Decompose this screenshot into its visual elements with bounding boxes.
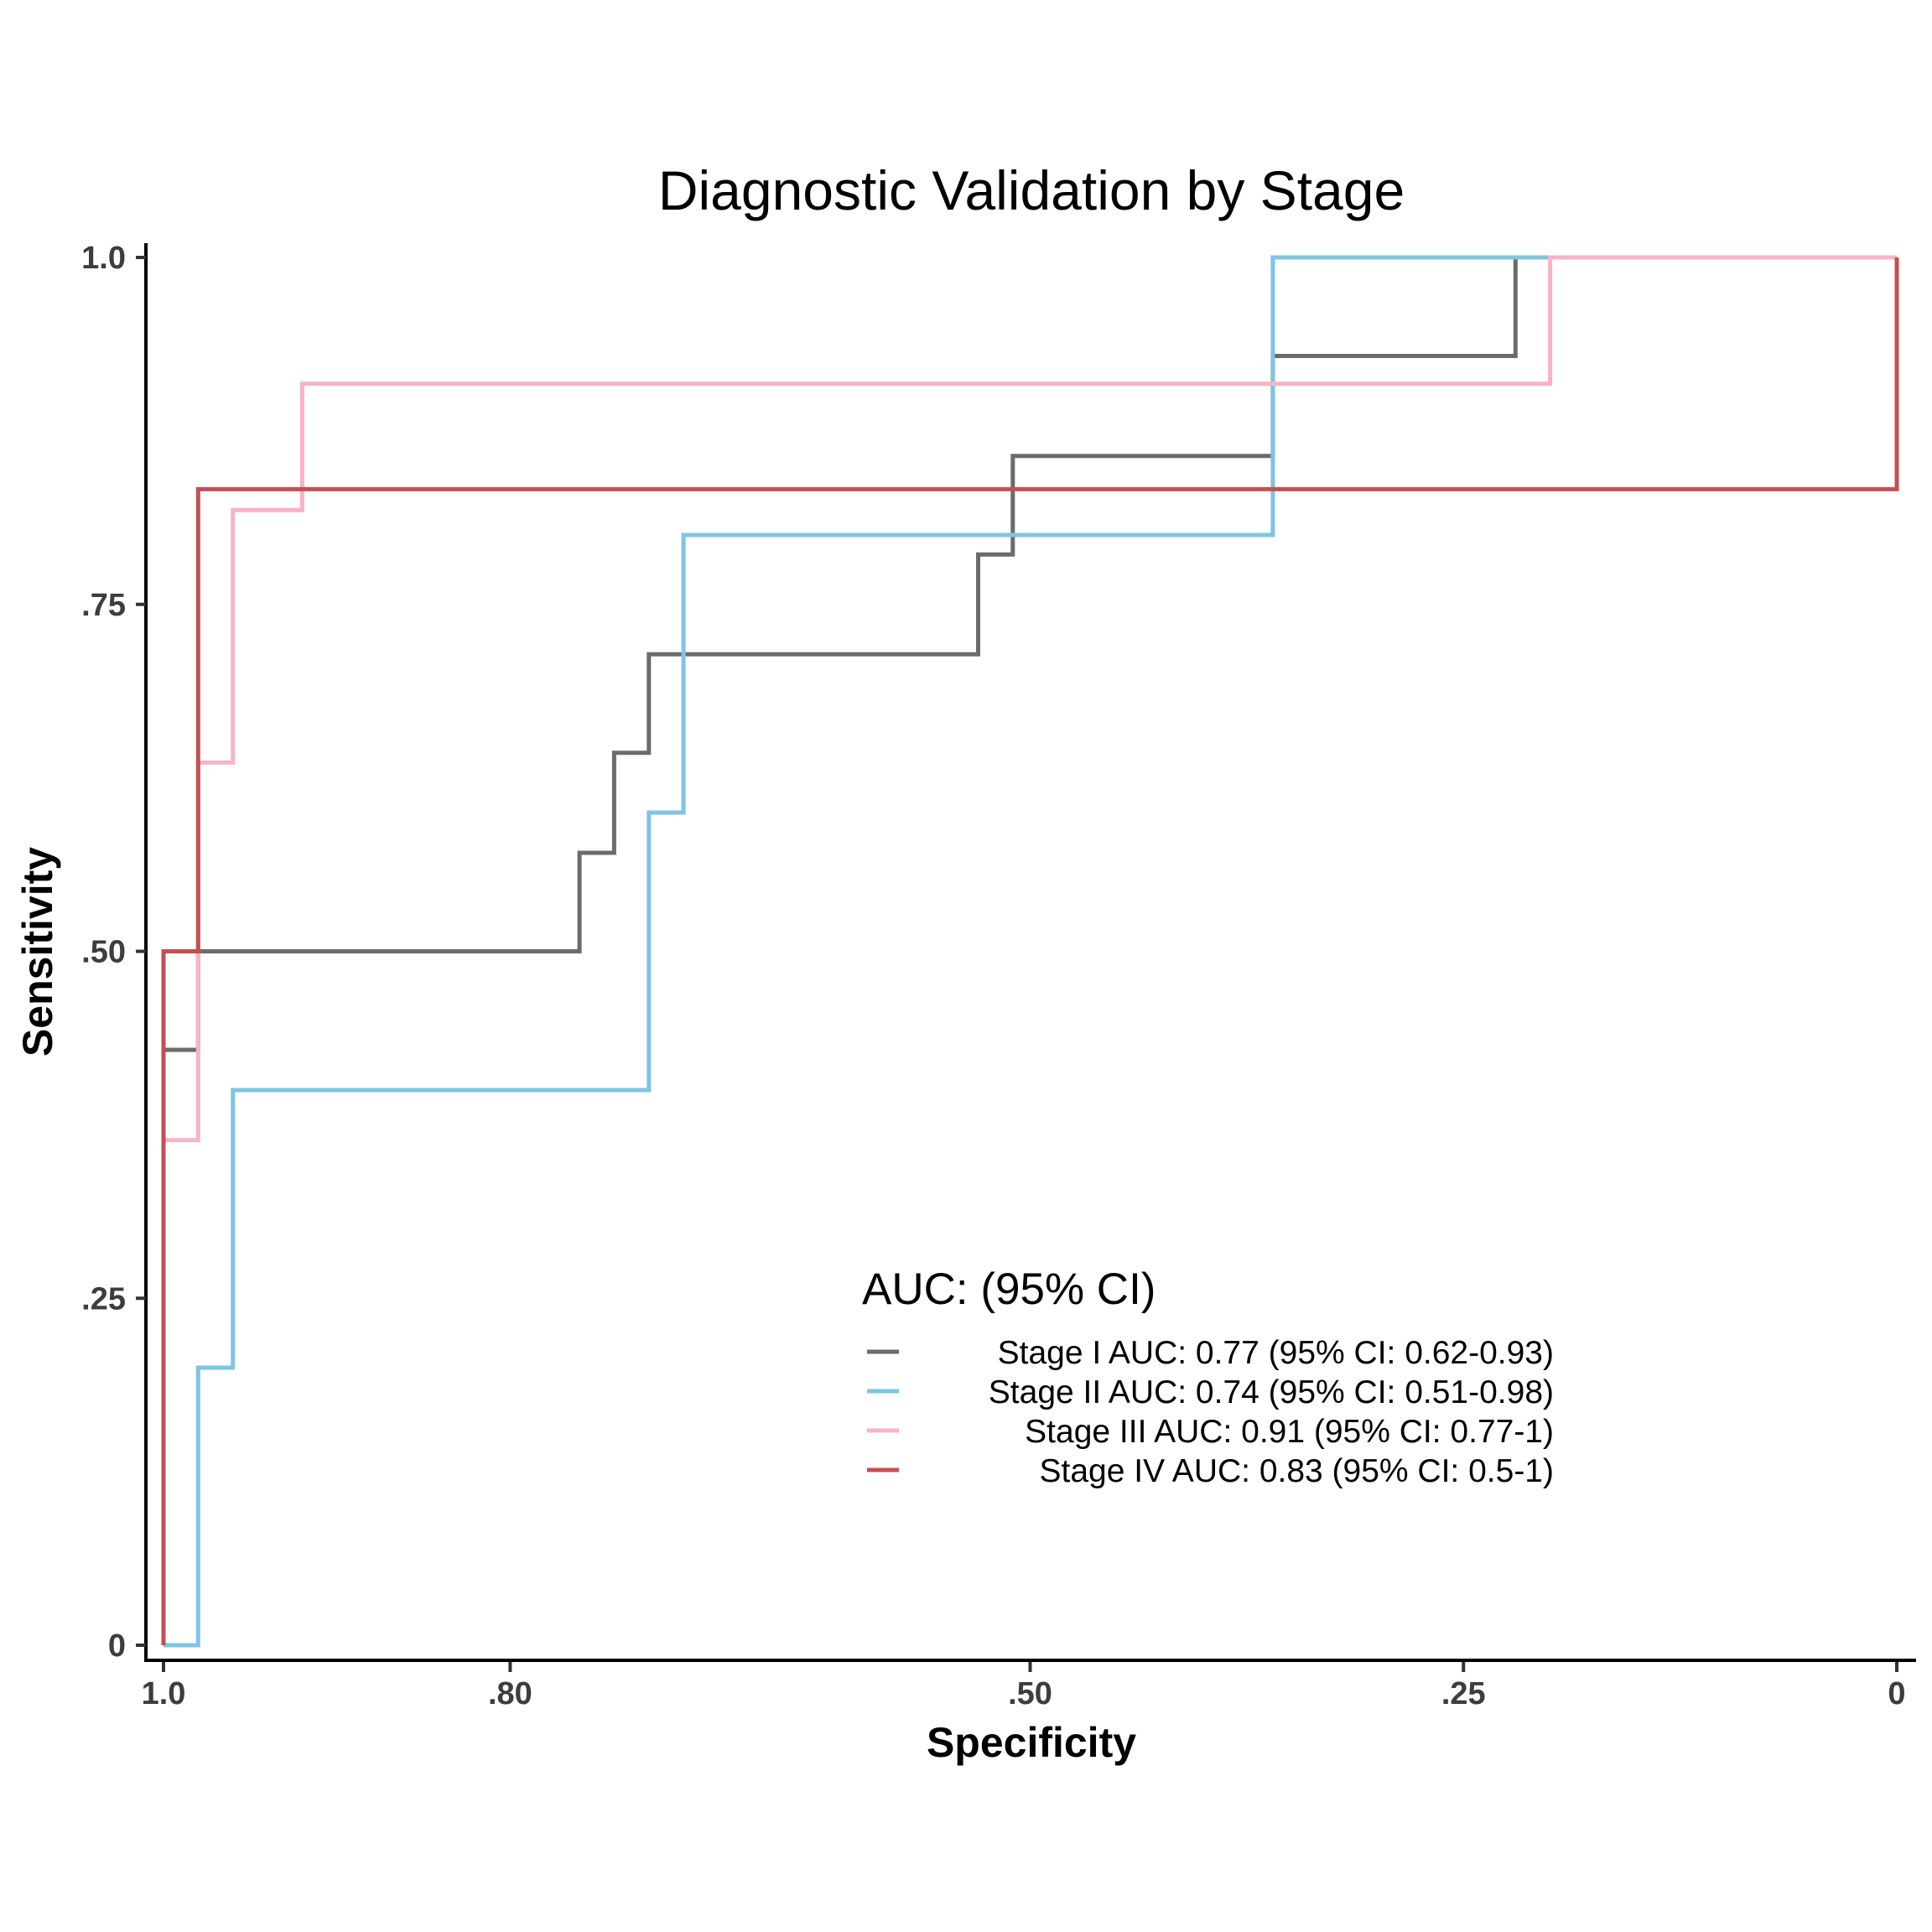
x-tick-label: 0 [1888,1676,1905,1711]
x-axis-title: Specificity [927,1719,1136,1766]
y-ticks: 0 .25 .50 .75 1.0 [81,241,146,1664]
x-tick-label: .80 [488,1676,532,1711]
plot-lines [161,255,1899,1648]
y-tick-label: 1.0 [81,241,126,276]
legend-label-4: Stage IV AUC: 0.83 (95% CI: 0.5-1) [1040,1453,1554,1489]
chart-title: Diagnostic Validation by Stage [658,159,1405,221]
x-tick-label: .50 [1008,1676,1052,1711]
legend-label-2: Stage II AUC: 0.74 (95% CI: 0.51-0.98) [989,1374,1554,1410]
y-tick-label: 0 [108,1628,126,1664]
y-axis-title: Sensitivity [14,847,61,1057]
y-tick-label: .50 [81,935,126,970]
legend: AUC: (95% CI) Stage I AUC: 0.77 (95% CI:… [862,1265,1554,1489]
legend-label-1: Stage I AUC: 0.77 (95% CI: 0.62-0.93) [998,1335,1554,1371]
legend-entries: Stage I AUC: 0.77 (95% CI: 0.62-0.93)Sta… [867,1335,1554,1489]
x-tick-label: .25 [1441,1676,1486,1711]
roc-curve-series-4 [161,257,1899,1645]
x-tick-label: 1.0 [142,1676,186,1711]
legend-label-3: Stage III AUC: 0.91 (95% CI: 0.77-1) [1025,1414,1554,1450]
y-tick-label: .25 [81,1281,126,1317]
legend-title: AUC: (95% CI) [862,1265,1156,1314]
roc-curve-series-3 [161,255,1897,1645]
x-ticks: 1.0 .80 .50 .25 0 [142,1662,1906,1711]
y-tick-label: .75 [81,588,126,623]
